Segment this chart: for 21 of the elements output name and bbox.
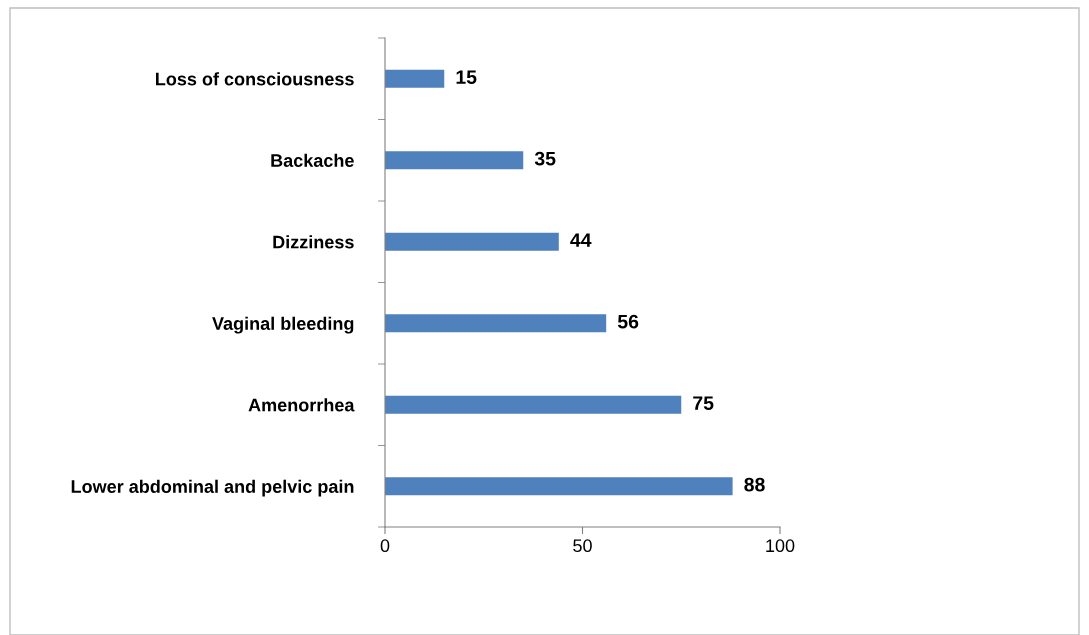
y-tick-label: Amenorrhea — [248, 398, 355, 412]
y-tick-label: Backache — [271, 153, 354, 167]
data-label: 15 — [456, 70, 477, 84]
bar — [385, 151, 524, 170]
x-tick-label: 0 — [380, 539, 390, 553]
bar — [385, 477, 733, 496]
bar — [385, 69, 445, 88]
y-tick-label: Dizziness — [273, 235, 354, 249]
data-label: 88 — [744, 477, 765, 492]
data-label: 75 — [693, 396, 714, 410]
data-label: 56 — [617, 314, 639, 329]
bar — [385, 395, 682, 414]
data-label: 44 — [570, 233, 592, 247]
bar — [385, 232, 559, 251]
data-label: 35 — [534, 151, 556, 166]
x-tick-label: 100 — [766, 539, 795, 553]
y-tick-label: Loss of consciousness — [156, 72, 354, 86]
y-tick-label: Lower abdominal and pelvic pain — [71, 479, 354, 497]
y-tick-label: Vaginal bleeding — [212, 316, 354, 334]
bar — [385, 314, 607, 333]
x-tick-label: 50 — [573, 539, 592, 553]
